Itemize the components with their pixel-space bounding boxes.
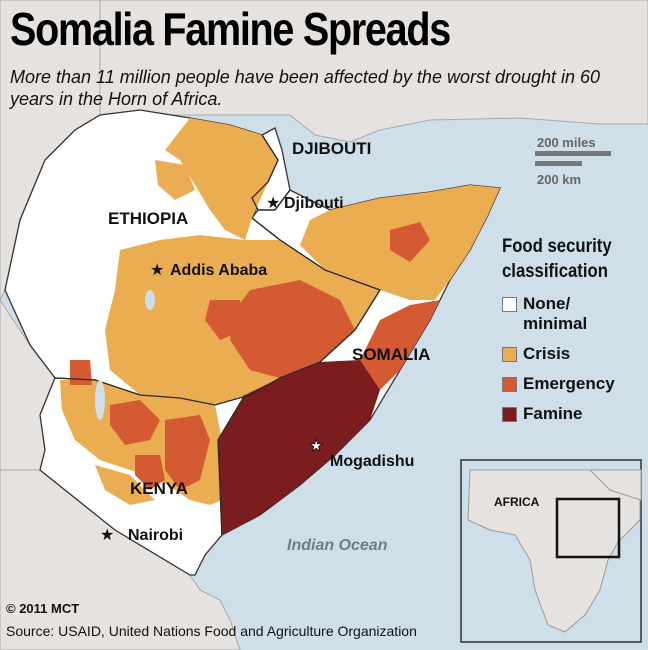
legend-swatch-crisis — [502, 347, 517, 362]
inset-africa-shape — [467, 469, 641, 633]
lakes — [95, 290, 155, 420]
page-title: Somalia Famine Spreads — [10, 3, 451, 55]
star-icon: ★ — [100, 525, 114, 544]
inset-label-africa: AFRICA — [494, 495, 540, 509]
star-icon: ★ — [150, 260, 164, 279]
arabia-land — [99, 0, 648, 143]
star-icon: ★ — [266, 193, 280, 212]
country-label-somalia: SOMALIA — [352, 345, 430, 364]
city-djibouti: ★ Djibouti — [266, 193, 344, 212]
country-label-djibouti: DJIBOUTI — [292, 139, 371, 158]
country-label-kenya: KENYA — [130, 479, 188, 498]
emergency-zones — [70, 222, 440, 490]
legend-title-line1: Food security — [502, 236, 612, 257]
legend-item-crisis: Crisis — [502, 344, 648, 364]
city-nairobi: ★ Nairobi — [100, 525, 183, 544]
legend: Food security classification None/ minim… — [502, 234, 648, 434]
legend-item-none: None/ minimal — [502, 294, 648, 334]
inset-map: AFRICA — [460, 459, 642, 643]
scale-bar-miles — [535, 151, 611, 156]
source-credit: Source: USAID, United Nations Food and A… — [6, 623, 417, 639]
legend-title-line2: classification — [502, 261, 608, 282]
city-label-nairobi: Nairobi — [128, 527, 183, 544]
legend-label-crisis: Crisis — [523, 344, 571, 363]
legend-swatch-none — [502, 297, 517, 312]
country-borders — [54, 134, 381, 536]
scale-miles-label: 200 miles — [537, 135, 596, 150]
legend-label-none-line2: minimal — [523, 314, 588, 333]
legend-label-none: None/ minimal — [523, 294, 587, 334]
legend-swatch-famine — [502, 407, 517, 422]
scale-bar: 200 miles 200 km — [535, 135, 611, 187]
legend-item-famine: Famine — [502, 404, 648, 424]
city-addis-ababa: ★ Addis Ababa — [150, 260, 267, 279]
inset-arabia — [588, 469, 642, 501]
country-label-ethiopia: ETHIOPIA — [108, 209, 188, 228]
city-mogadishu: ★ Mogadishu — [309, 436, 415, 470]
inset-highlight-box — [555, 497, 621, 559]
legend-label-emergency: Emergency — [523, 374, 615, 393]
legend-label-famine: Famine — [523, 404, 583, 423]
scale-bar-km — [535, 161, 582, 166]
legend-items: None/ minimal Crisis Emergency Famine — [502, 294, 648, 424]
scale-km-label: 200 km — [537, 172, 581, 187]
subtitle: More than 11 million people have been af… — [10, 67, 601, 109]
city-label-djibouti: Djibouti — [284, 195, 344, 212]
legend-swatch-emergency — [502, 377, 517, 392]
city-label-mogadishu: Mogadishu — [330, 453, 414, 470]
legend-label-none-line1: None/ — [523, 294, 571, 313]
ocean-label: Indian Ocean — [287, 537, 388, 554]
city-label-addis-ababa: Addis Ababa — [170, 262, 267, 279]
copyright: © 2011 MCT — [6, 601, 80, 616]
famine-zone — [218, 360, 380, 535]
legend-item-emergency: Emergency — [502, 374, 648, 394]
star-icon: ★ — [309, 436, 323, 455]
